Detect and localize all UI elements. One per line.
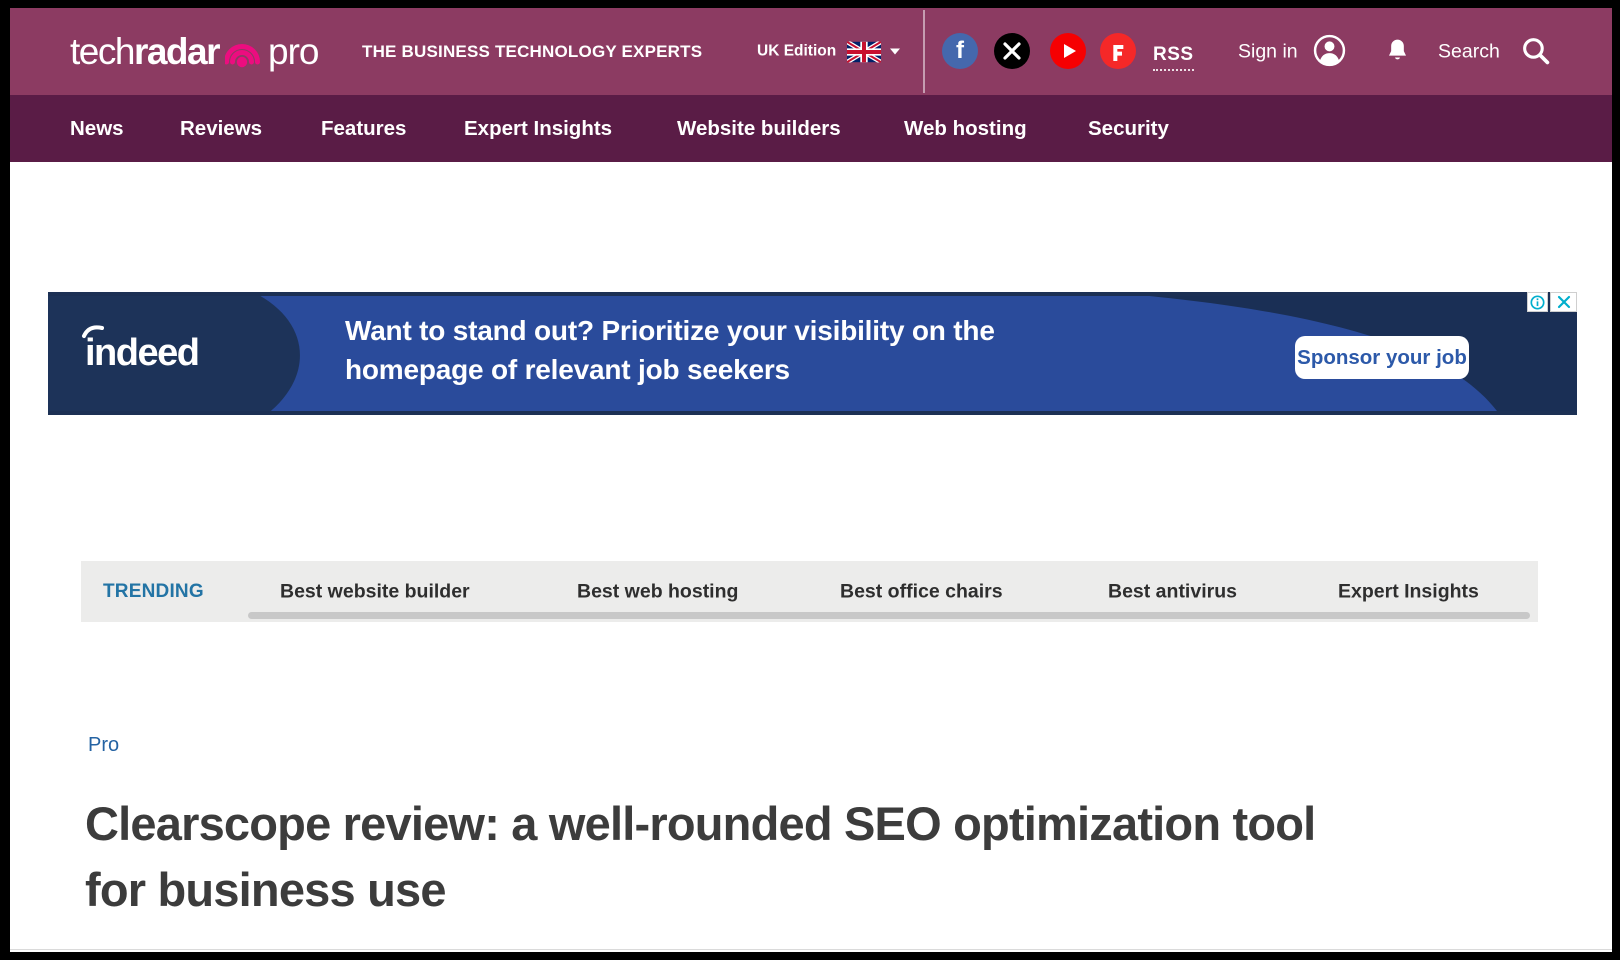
page-content: tech radar pro THE BUSINESS TECHNOLOGY EX… [10,8,1612,952]
radar-icon [225,43,260,67]
section-divider [10,949,1612,950]
logo-pro: pro [268,30,319,72]
ad-background-shapes [48,292,1577,415]
ad-close-icon[interactable] [1550,292,1577,312]
nav-item-web-hosting[interactable]: Web hosting [904,117,1027,140]
x-twitter-icon[interactable] [994,33,1030,69]
trending-label: TRENDING [103,580,204,602]
trending-scrollbar[interactable] [248,612,1530,619]
indeed-logo: indeed [82,325,200,375]
ad-headline: Want to stand out? Prioritize your visib… [345,311,995,389]
facebook-icon[interactable]: f [942,33,978,69]
article-title-line2: for business use [85,863,447,916]
breadcrumb-pro-link[interactable]: Pro [88,734,120,756]
techradar-pro-logo[interactable]: tech radar pro [70,8,319,95]
trending-item-expert-insights[interactable]: Expert Insights [1338,580,1479,602]
trending-item-best-web-hosting[interactable]: Best web hosting [577,580,739,602]
sponsor-your-job-button[interactable]: Sponsor your job [1295,336,1469,379]
uk-flag-icon [847,41,882,62]
rss-link[interactable]: RSS [1153,44,1194,71]
ad-headline-line2: homepage of relevant job seekers [345,354,790,385]
header-divider [923,10,925,93]
trending-item-best-office-chairs[interactable]: Best office chairs [840,580,1003,602]
flipboard-icon[interactable] [1100,33,1136,69]
edition-selector[interactable]: UK Edition [757,41,901,62]
search-icon[interactable] [1520,35,1551,66]
notifications-bell-icon[interactable] [1384,37,1411,64]
indeed-swoosh-icon [82,325,104,338]
site-header: tech radar pro THE BUSINESS TECHNOLOGY EX… [10,8,1612,95]
search-link[interactable]: Search [1438,40,1500,62]
article-title-line1: Clearscope review: a well-rounded SEO op… [85,797,1316,850]
nav-item-expert-insights[interactable]: Expert Insights [464,117,613,140]
youtube-icon[interactable] [1050,33,1086,69]
article-title: Clearscope review: a well-rounded SEO op… [85,791,1525,923]
logo-radar: radar [133,30,221,72]
sign-in-link[interactable]: Sign in [1238,40,1298,62]
nav-item-website-builders[interactable]: Website builders [677,117,841,140]
logo-tech: tech [70,30,135,72]
trending-item-best-antivirus[interactable]: Best antivirus [1108,580,1237,602]
nav-item-reviews[interactable]: Reviews [180,117,263,140]
ad-banner[interactable]: indeed Want to stand out? Prioritize you… [48,292,1577,415]
main-nav: News Reviews Features Expert Insights We… [10,95,1612,162]
account-icon[interactable] [1313,34,1346,67]
edition-label: UK Edition [757,42,837,60]
nav-item-news[interactable]: News [70,117,124,140]
site-tagline: THE BUSINESS TECHNOLOGY EXPERTS [362,41,703,61]
adchoices-icon[interactable] [1527,292,1548,312]
nav-item-security[interactable]: Security [1088,117,1169,140]
chevron-down-icon [890,48,901,55]
trending-item-best-website-builder[interactable]: Best website builder [280,580,470,602]
trending-bar: TRENDING Best website builder Best web h… [81,561,1538,622]
ad-headline-line1: Want to stand out? Prioritize your visib… [345,315,995,346]
nav-item-features[interactable]: Features [321,117,407,140]
